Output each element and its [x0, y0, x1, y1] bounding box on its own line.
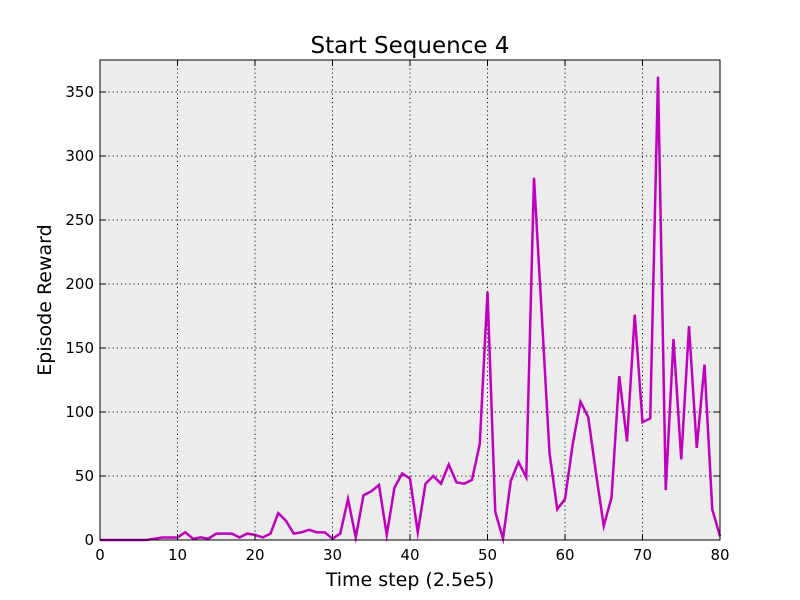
y-tick-label: 50 — [75, 467, 94, 485]
chart-title: Start Sequence 4 — [311, 33, 510, 59]
x-tick-label: 20 — [245, 546, 264, 564]
y-axis-label: Episode Reward — [34, 224, 56, 375]
x-tick-label: 80 — [710, 546, 729, 564]
x-tick-label: 0 — [95, 546, 105, 564]
y-tick-label: 200 — [65, 275, 94, 293]
x-tick-label: 50 — [478, 546, 497, 564]
ticks: 0 10 20 30 40 50 60 70 80 0 50 100 150 200 250 300 350 — [65, 60, 730, 564]
x-axis-label: Time step (2.5e5) — [325, 569, 495, 591]
x-tick-label: 60 — [555, 546, 574, 564]
x-tick-label: 40 — [400, 546, 419, 564]
y-tick-label: 0 — [84, 531, 94, 549]
x-tick-label: 30 — [323, 546, 342, 564]
y-tick-label: 250 — [65, 211, 94, 229]
x-tick-label: 10 — [168, 546, 187, 564]
y-tick-label: 100 — [65, 403, 94, 421]
y-tick-label: 350 — [65, 83, 94, 101]
x-tick-label: 70 — [633, 546, 652, 564]
grid — [100, 60, 720, 540]
y-tick-label: 300 — [65, 147, 94, 165]
y-tick-label: 150 — [65, 339, 94, 357]
